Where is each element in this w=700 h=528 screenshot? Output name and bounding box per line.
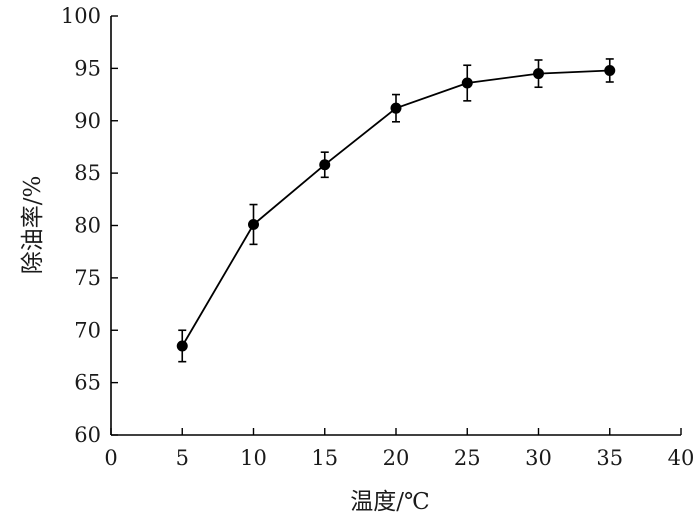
data-point <box>390 102 402 114</box>
data-point <box>604 64 616 76</box>
y-axis-title: 除油率/% <box>20 176 46 275</box>
x-tick-label: 15 <box>311 446 338 470</box>
x-tick-label: 0 <box>104 446 117 470</box>
data-point <box>176 340 188 352</box>
x-tick-label: 35 <box>596 446 623 470</box>
plot-area <box>176 58 616 363</box>
data-point <box>461 77 473 89</box>
y-tick-label: 95 <box>74 56 101 80</box>
x-tick-label: 20 <box>383 446 410 470</box>
y-tick-label: 80 <box>74 214 101 238</box>
data-point <box>533 68 544 80</box>
y-tick-label: 90 <box>74 109 101 133</box>
y-tick-label: 75 <box>74 266 101 290</box>
data-point <box>319 159 331 171</box>
x-axis-title: 温度/℃ <box>350 489 429 515</box>
y-tick-label: 70 <box>74 318 101 342</box>
y-tick-label: 100 <box>61 4 101 28</box>
axes: 0 5 10 15 20 25 30 35 40 60 65 70 75 80 85 90 95 100 <box>61 4 694 470</box>
x-tick-label: 5 <box>176 446 189 470</box>
x-tick-label: 30 <box>525 446 552 470</box>
x-tick-label: 25 <box>454 446 481 470</box>
x-tick-label: 10 <box>240 446 267 470</box>
y-tick-label: 65 <box>74 371 101 395</box>
data-point <box>248 218 259 230</box>
y-tick-label: 60 <box>74 423 101 447</box>
y-tick-label: 85 <box>74 161 101 185</box>
x-tick-label: 40 <box>668 446 695 470</box>
